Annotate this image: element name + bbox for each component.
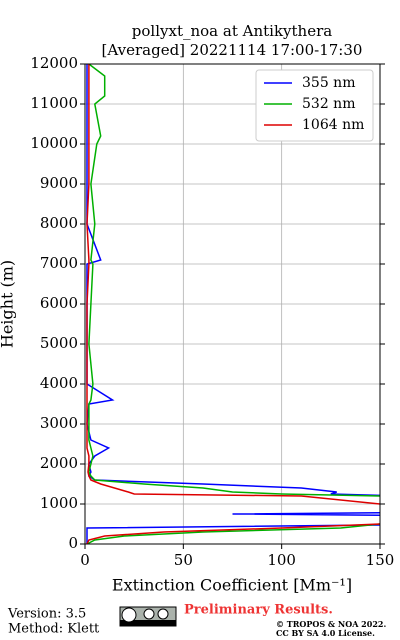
y-tick-label: 1000 bbox=[40, 494, 78, 512]
x-axis-label: Extinction Coefficient [Mm⁻¹] bbox=[112, 576, 352, 595]
preliminary-note: Preliminary Results. bbox=[184, 603, 333, 618]
legend-box bbox=[255, 69, 374, 142]
y-tick-label: 3000 bbox=[40, 414, 78, 432]
chart-title: pollyxt_noa at Antikythera bbox=[132, 22, 332, 40]
license: CC BY SA 4.0 License. bbox=[276, 628, 375, 638]
x-tick-label: 100 bbox=[267, 551, 296, 569]
y-tick-label: 9000 bbox=[40, 174, 78, 192]
version: Version: 3.5 bbox=[7, 607, 86, 622]
x-tick-label: 50 bbox=[174, 551, 193, 569]
y-axis-label: Height (m) bbox=[0, 260, 17, 348]
y-tick-label: 5000 bbox=[40, 334, 78, 352]
y-tick-label: 2000 bbox=[40, 454, 78, 472]
y-tick-label: 8000 bbox=[40, 214, 78, 232]
method: Method: Klett bbox=[8, 622, 100, 637]
chart-title: [Averaged] 20221114 17:00-17:30 bbox=[102, 41, 363, 59]
y-tick-label: 4000 bbox=[40, 374, 78, 392]
y-tick-label: 7000 bbox=[40, 254, 78, 272]
x-tick-label: 0 bbox=[80, 551, 90, 569]
y-tick-label: 12000 bbox=[30, 54, 78, 72]
y-tick-label: 6000 bbox=[40, 294, 78, 312]
series-group bbox=[86, 64, 380, 544]
y-tick-label: 11000 bbox=[30, 94, 78, 112]
cc-logo bbox=[119, 606, 177, 627]
x-tick-label: 150 bbox=[366, 551, 395, 569]
plot-area bbox=[84, 63, 381, 545]
profile-line bbox=[86, 64, 380, 544]
legend-label: 1064 nm bbox=[302, 117, 364, 133]
profile-line bbox=[86, 64, 380, 544]
legend-label: 355 nm bbox=[302, 75, 355, 91]
y-tick-label: 10000 bbox=[30, 134, 78, 152]
y-tick-label: 0 bbox=[68, 534, 78, 552]
license: © TROPOS & NOA 2022. bbox=[276, 619, 386, 629]
legend-label: 532 nm bbox=[302, 96, 355, 112]
